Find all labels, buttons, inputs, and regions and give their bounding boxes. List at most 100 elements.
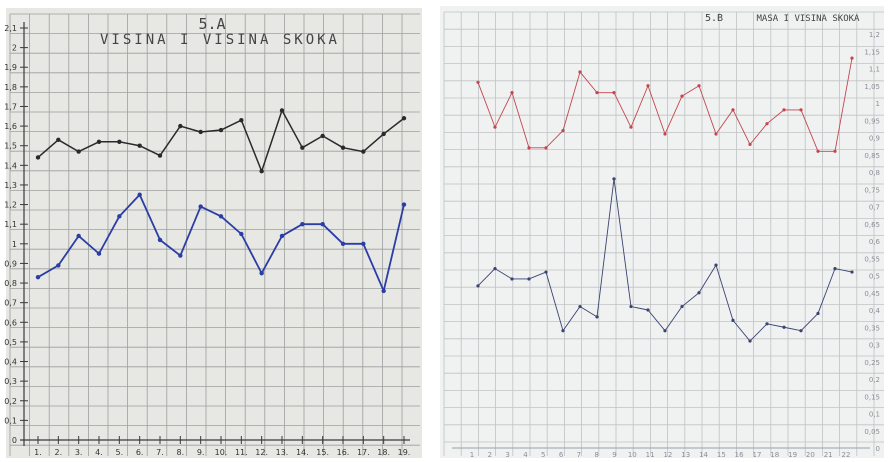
x-tick-labels-5b: 1 2 3 4 5 6 7 8 9 10 11 12 13 14 15 16 17 18 19 20 21 22: [470, 451, 851, 459]
x-tick-label: 19.: [398, 448, 411, 457]
y-tick-label: 0,8: [869, 169, 880, 177]
data-point: [198, 204, 203, 209]
x-tick-label: 5: [541, 451, 545, 459]
data-point: [300, 221, 305, 227]
y-tick-label: 0,25: [864, 359, 880, 367]
data-point: [527, 277, 531, 281]
y-tick-label: 1,1: [869, 66, 880, 74]
x-tick-label: 14: [699, 451, 708, 459]
data-point: [340, 145, 346, 150]
x-tick-label: 3.: [75, 448, 83, 457]
data-point: [76, 233, 81, 239]
data-point: [401, 116, 407, 121]
x-tick-label: 1.: [34, 448, 42, 457]
y-tick-label: 0,1: [869, 411, 880, 419]
x-tick-label: 18.: [377, 448, 390, 457]
data-point: [340, 241, 346, 247]
chart-subtitle-5b: MASA I VISINA SKOKA: [757, 14, 861, 24]
data-point: [578, 304, 582, 309]
data-point: [629, 304, 633, 309]
y-tick-label: 1,8: [4, 83, 17, 92]
data-point: [401, 202, 407, 207]
data-point: [833, 267, 837, 271]
x-tick-label: 8: [594, 451, 598, 459]
y-tick-label: 0,05: [864, 428, 880, 436]
y-tick-label: 0,4: [869, 307, 881, 315]
data-point: [663, 329, 667, 333]
y-tick-label: 1,2: [4, 201, 17, 210]
y-tick-label: 1,7: [4, 102, 17, 111]
data-point: [56, 137, 61, 143]
y-tick-label: 0,45: [864, 290, 880, 298]
y-tick-label: 1: [876, 100, 880, 108]
data-point: [381, 288, 386, 294]
data-point: [96, 251, 102, 256]
data-point: [218, 127, 224, 133]
data-point: [782, 325, 786, 329]
y-tick-label: 0,9: [4, 259, 17, 268]
data-point: [117, 139, 122, 144]
x-tick-label: 22: [842, 451, 851, 459]
data-point: [137, 143, 142, 148]
data-point: [76, 149, 81, 154]
data-point: [850, 56, 854, 60]
data-point: [476, 284, 480, 288]
data-point: [259, 271, 264, 276]
data-point: [816, 311, 820, 316]
paper-5b: [440, 6, 884, 458]
data-point: [510, 277, 514, 281]
y-tick-label: 0: [12, 436, 17, 445]
data-point: [544, 270, 548, 274]
x-tick-label: 5.: [116, 448, 124, 457]
data-point: [510, 91, 514, 95]
x-tick-label: 4: [523, 451, 528, 459]
data-point: [178, 253, 183, 258]
x-tick-label: 2: [488, 451, 492, 459]
data-point: [680, 94, 684, 98]
x-tick-label: 9: [612, 451, 616, 459]
data-point: [157, 237, 163, 243]
data-point: [117, 214, 122, 219]
x-tick-label: 21: [824, 451, 833, 459]
x-tick-label: 20: [806, 451, 815, 459]
y-tick-label: 0,95: [864, 117, 880, 125]
y-tick-label: 1,5: [4, 142, 17, 151]
data-point: [629, 125, 633, 129]
data-point: [157, 153, 163, 158]
data-point: [239, 118, 244, 123]
y-tick-label: 0,3: [869, 342, 880, 350]
y-tick-label: 2: [12, 44, 17, 53]
y-tick-label: 0,5: [4, 338, 17, 347]
data-point: [595, 91, 599, 95]
data-point: [646, 84, 650, 88]
chart-subtitle-5a: VISINA I VISINA SKOKA: [100, 32, 340, 48]
y-tick-label: 1,9: [4, 63, 17, 72]
data-point: [279, 233, 285, 239]
data-point: [544, 146, 548, 150]
data-point: [765, 122, 769, 126]
data-point: [137, 192, 142, 197]
y-tick-label: 1,15: [864, 48, 880, 56]
chart-title-5b: 5.B: [705, 13, 723, 24]
data-point: [35, 155, 41, 160]
x-tick-label: 17: [752, 451, 761, 459]
data-point: [56, 263, 61, 268]
x-tick-label: 6: [559, 451, 564, 459]
data-point: [279, 108, 285, 113]
data-point: [381, 131, 386, 137]
y-tick-label: 0,85: [864, 152, 880, 160]
data-point: [680, 304, 684, 309]
data-point: [361, 241, 366, 247]
y-tick-label: 0,3: [4, 377, 17, 386]
data-point: [578, 70, 582, 74]
x-tick-label: 11: [646, 451, 655, 459]
x-tick-label: 6.: [136, 448, 144, 457]
data-point: [612, 91, 616, 95]
y-tick-label: 1,6: [4, 122, 17, 131]
x-tick-label: 18: [770, 451, 779, 459]
y-tick-label: 0,7: [4, 299, 17, 308]
data-point: [476, 80, 480, 84]
grid-5a: [9, 13, 420, 456]
data-point: [748, 339, 752, 343]
